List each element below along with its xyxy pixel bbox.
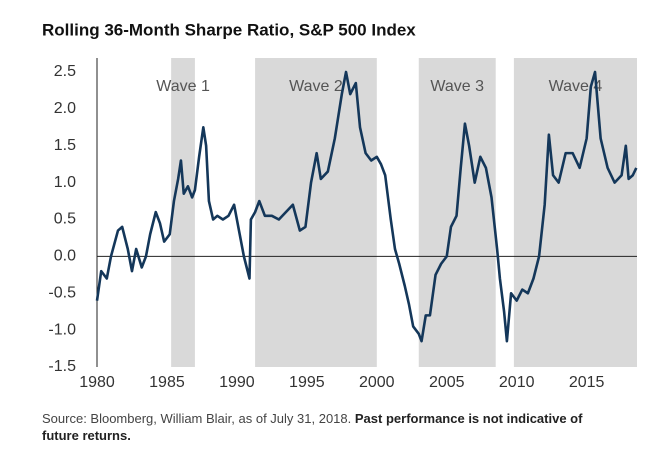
shaded-region bbox=[513, 58, 637, 367]
y-tick-label: 0.0 bbox=[54, 248, 76, 265]
chart: Rolling 36-Month Sharpe Ratio, S&P 500 I… bbox=[42, 20, 638, 391]
y-tick-label: 1.0 bbox=[54, 174, 76, 191]
x-tick-label: 1980 bbox=[79, 374, 115, 391]
x-tick-label: 1985 bbox=[149, 374, 185, 391]
y-tick-label: -1.0 bbox=[48, 321, 76, 338]
x-tick-label: 2010 bbox=[499, 374, 535, 391]
y-tick-label: 1.5 bbox=[54, 137, 76, 154]
footnote: Source: Bloomberg, William Blair, as of … bbox=[42, 410, 622, 444]
region-label: Wave 4 bbox=[549, 78, 603, 95]
shaded-region bbox=[255, 58, 377, 367]
region-label: Wave 2 bbox=[289, 78, 343, 95]
chart-title: Rolling 36-Month Sharpe Ratio, S&P 500 I… bbox=[42, 20, 416, 39]
region-label: Wave 1 bbox=[156, 78, 210, 95]
x-tick-label: 1995 bbox=[289, 374, 325, 391]
y-tick-label: 0.5 bbox=[54, 211, 76, 228]
series-line bbox=[95, 70, 638, 343]
y-tick-label: 2.0 bbox=[54, 100, 76, 117]
source: Source: Bloomberg, William Blair, as of … bbox=[42, 411, 352, 426]
x-tick-label: 1990 bbox=[219, 374, 255, 391]
x-tick-label: 2000 bbox=[359, 374, 395, 391]
y-tick-label: -0.5 bbox=[48, 284, 76, 301]
region-label: Wave 3 bbox=[430, 78, 484, 95]
y-tick-label: 2.5 bbox=[54, 63, 76, 80]
x-tick-label: 2015 bbox=[569, 374, 605, 391]
disclaimer: Past performance is not indicative of fu… bbox=[42, 411, 583, 443]
x-tick-label: 2005 bbox=[429, 374, 465, 391]
y-tick-label: -1.5 bbox=[48, 358, 76, 375]
shaded-region bbox=[171, 58, 195, 367]
